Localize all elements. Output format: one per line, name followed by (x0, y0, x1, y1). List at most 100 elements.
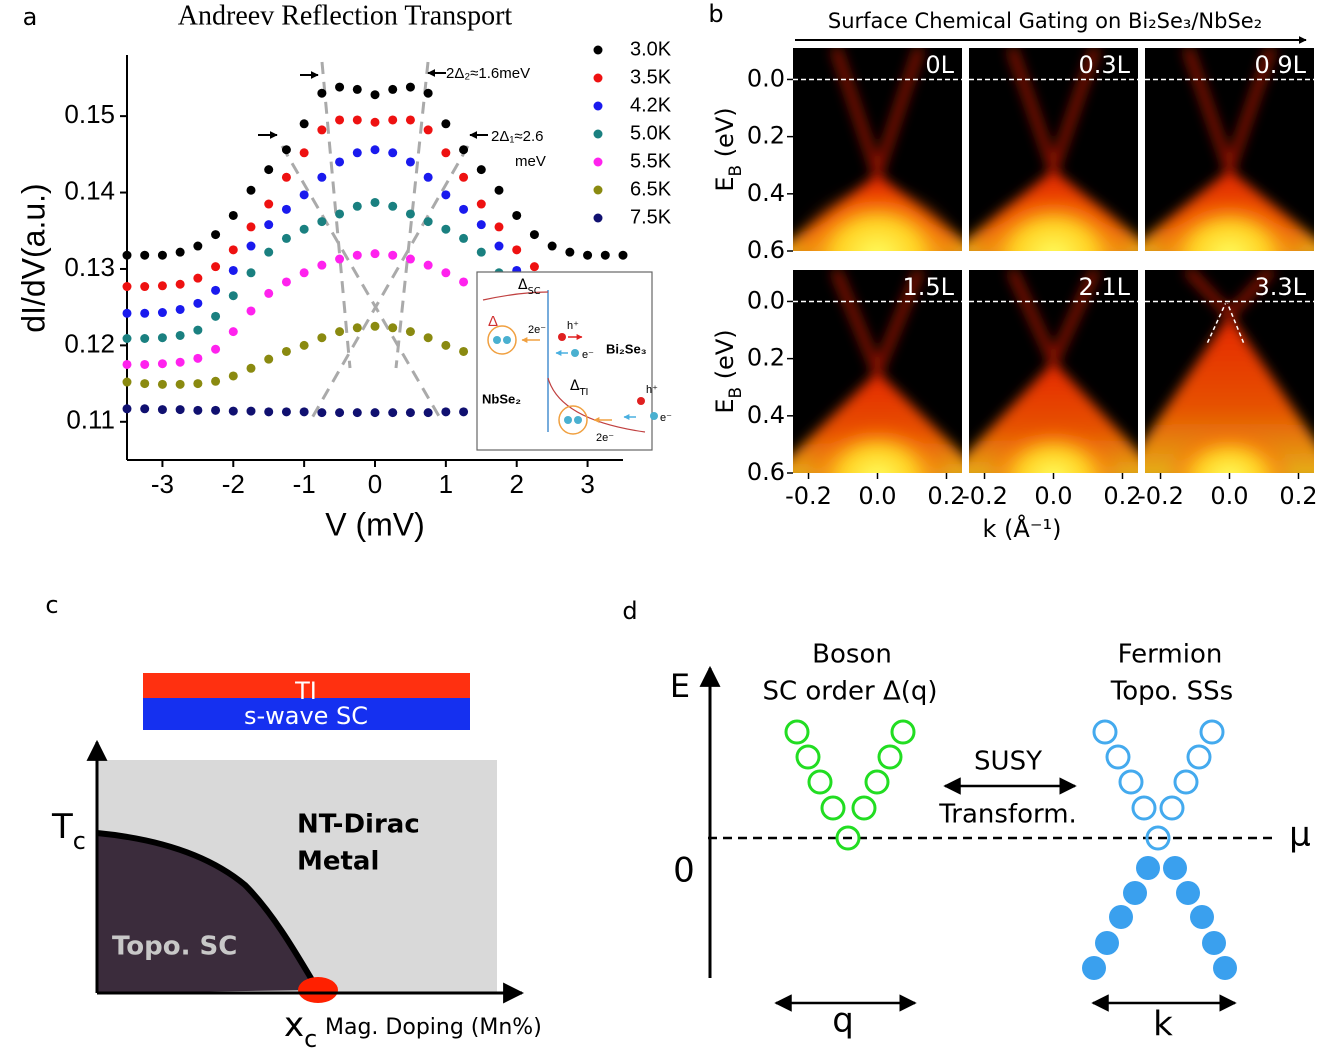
data-point (370, 408, 380, 418)
x-tick-label: 2 (509, 469, 523, 499)
panel-dose: 1.5L (902, 273, 954, 301)
inset-label: ΔSC (518, 277, 541, 297)
data-point (246, 185, 256, 195)
bulk-band (804, 420, 951, 473)
x-tick-label: 0.2 (1103, 482, 1141, 510)
y-tick-label: 0.6 (747, 236, 785, 264)
upper-cone (1007, 270, 1100, 373)
data-point (246, 406, 256, 416)
inset-label-part: SC (528, 286, 541, 297)
data-point (246, 268, 256, 278)
y-axis-label-part: B (725, 165, 745, 177)
x-axis-label: Mag. Doping (Mn%) (325, 1015, 542, 1040)
data-point (246, 241, 256, 251)
boson-state (877, 744, 903, 770)
data-point (122, 359, 132, 369)
xc-label-part: c (304, 1025, 317, 1048)
y-axis-label-part: E (711, 398, 739, 413)
data-point (157, 405, 167, 415)
data-point (459, 145, 469, 155)
boson-state (864, 769, 890, 795)
data-point (423, 172, 433, 182)
data-point (281, 145, 291, 155)
gap-curve (547, 377, 646, 433)
data-point (317, 88, 327, 98)
data-point (140, 359, 150, 369)
data-point (476, 199, 486, 209)
bulk-band (1152, 194, 1307, 251)
bulk-band (972, 190, 1135, 251)
data-point (157, 379, 167, 389)
data-point (228, 210, 238, 220)
tc-label-part: T (51, 807, 73, 847)
x-tick-label: 0 (368, 469, 382, 499)
data-point (441, 268, 451, 278)
data-point (228, 371, 238, 381)
data-point (335, 82, 345, 92)
data-point (405, 209, 415, 219)
data-point (211, 230, 221, 240)
data-point (264, 165, 274, 175)
y-tick-label: 0.0 (747, 286, 785, 314)
x-tick-label: -2 (222, 469, 245, 499)
phase-boundary (96, 830, 321, 992)
data-point (299, 224, 309, 234)
data-point (441, 340, 451, 350)
panel-label: b (708, 0, 723, 28)
data-point (122, 404, 132, 414)
data-point (476, 247, 486, 257)
data-point (246, 306, 256, 316)
data-point (299, 340, 309, 350)
inset-frame (476, 271, 653, 451)
inset-label: 2e⁻ (596, 432, 614, 444)
data-point (335, 408, 345, 418)
data-point (370, 117, 380, 127)
annotation: 2Δ₁≈2.6 (491, 128, 544, 145)
x-tick-label: 0.0 (858, 482, 896, 510)
fermion-empty (1159, 795, 1185, 821)
data-point (352, 408, 362, 418)
data-point (405, 254, 415, 264)
xc-label-part: x (284, 1005, 304, 1045)
data-point (405, 327, 415, 337)
data-point (494, 185, 504, 195)
data-point (423, 408, 433, 418)
upper-cone (831, 270, 924, 384)
bands (1145, 48, 1314, 251)
inset-label-part: Δ (570, 378, 580, 394)
electron (493, 336, 501, 344)
data-point (388, 148, 398, 158)
data-point (335, 254, 345, 264)
data-point (388, 115, 398, 125)
data-point (193, 325, 203, 335)
data-point (335, 327, 345, 337)
boson-state (835, 825, 861, 851)
data-point (122, 250, 132, 260)
fermion-filled (1136, 856, 1160, 880)
data-point (175, 279, 185, 289)
bands (793, 270, 962, 473)
data-point (370, 321, 380, 331)
legend-marker (593, 129, 603, 139)
data-point (175, 330, 185, 340)
chart-title: Andreev Reflection Transport (178, 0, 513, 31)
panel-label: a (23, 3, 38, 31)
data-point (211, 344, 221, 354)
momentum-label: q (832, 1001, 854, 1041)
data-point (441, 148, 451, 158)
layer-ti (143, 673, 470, 699)
data-point (459, 204, 469, 214)
data-point (405, 115, 415, 125)
data-point (352, 115, 362, 125)
data-point (228, 265, 238, 275)
data-point (370, 145, 380, 155)
data-point (140, 379, 150, 389)
data-point (388, 250, 398, 260)
cooper-pair (558, 405, 588, 435)
data-point (264, 220, 274, 230)
critical-point (298, 977, 338, 1003)
guide-line (280, 145, 442, 419)
y-tick-label: 0.13 (64, 252, 115, 282)
fermion-empty (1118, 769, 1144, 795)
